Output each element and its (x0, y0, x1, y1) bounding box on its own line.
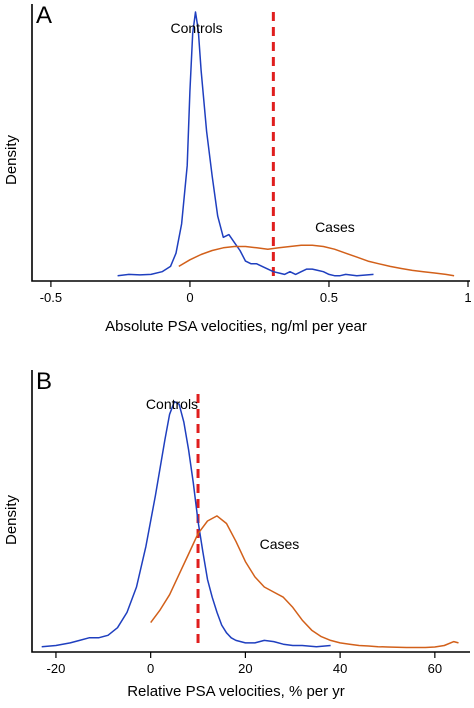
panel-a-series: Controls Cases (117, 11, 455, 277)
panel-b-x-tick-label: 40 (333, 661, 347, 676)
panel-a-y-axis-label: Density (3, 134, 20, 185)
panel-b-x-tick-label: -20 (47, 661, 66, 676)
panel-a-x-tick-label: -0.5 (40, 290, 62, 305)
panel-a-controls-label: Controls (170, 20, 222, 36)
panel-b-x-tick-label: 0 (147, 661, 154, 676)
panel-a-x-tick-label: 1 (464, 290, 471, 305)
panel-a-x-tick-label: 0.5 (320, 290, 338, 305)
panel-b-series: Controls Cases (41, 396, 459, 649)
panel-b-x-ticks: -20 0 20 40 60 (47, 652, 442, 676)
panel-a-controls-curve (117, 11, 374, 277)
panel-b-cases-curve (150, 515, 459, 649)
panel-b-x-tick-label: 20 (238, 661, 252, 676)
panel-b-controls-curve (41, 400, 331, 648)
panel-a-cases-curve (178, 244, 455, 277)
panel-b-x-axis-label: Relative PSA velocities, % per yr (127, 683, 345, 700)
panel-a-cases-label: Cases (315, 219, 355, 235)
panel-a-axes (31, 4, 470, 282)
panel-b-cases-label: Cases (260, 536, 300, 552)
panel-b-y-axis-label: Density (3, 494, 20, 545)
panel-b-axes (31, 370, 470, 653)
panel-a-x-axis-label: Absolute PSA velocities, ng/ml per year (105, 318, 367, 335)
panel-a-x-tick-label: 0 (186, 290, 193, 305)
panel-a-x-ticks: -0.5 0 0.5 1 (40, 281, 472, 305)
panel-a: A Density -0.5 0 0.5 1 Controls Cases Absolu… (3, 2, 472, 335)
panel-b-letter: B (36, 368, 52, 395)
panel-b-x-tick-label: 60 (428, 661, 442, 676)
panel-b-controls-label: Controls (146, 396, 198, 412)
panel-b: B Density -20 0 20 40 60 Controls Cases Relat… (3, 368, 470, 700)
panel-a-letter: A (36, 2, 52, 29)
